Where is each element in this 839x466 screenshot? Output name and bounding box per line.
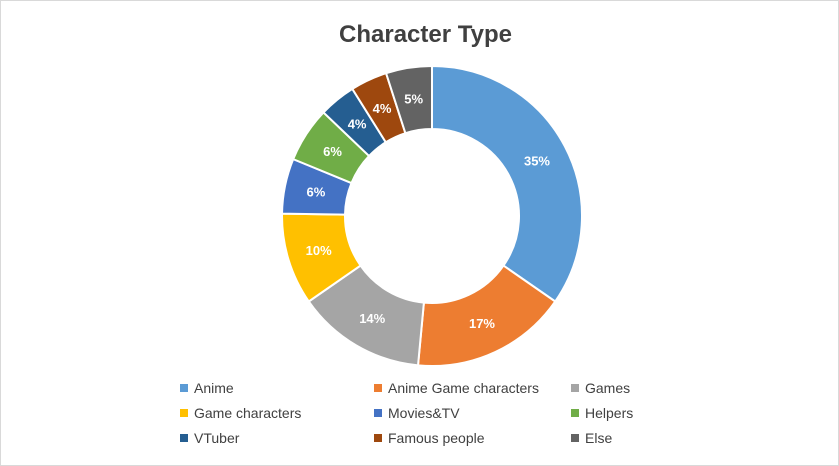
legend-swatch <box>571 409 579 417</box>
legend-item: Helpers <box>571 403 633 423</box>
legend-swatch <box>180 434 188 442</box>
legend-label: Movies&TV <box>388 405 460 421</box>
legend-item: Else <box>571 428 612 448</box>
legend-swatch <box>180 409 188 417</box>
legend-item: Game characters <box>180 403 301 423</box>
slice-label-1: 17% <box>469 316 495 331</box>
legend-swatch <box>180 384 188 392</box>
slice-8 <box>384 64 433 135</box>
legend-label: Anime Game characters <box>388 380 539 396</box>
chart-title: Character Type <box>339 21 512 48</box>
legend-label: Game characters <box>194 405 302 421</box>
slice-label-2: 14% <box>359 311 385 326</box>
legend-item: VTuber <box>180 428 239 448</box>
legend-item: Anime Game characters <box>374 378 539 398</box>
legend-item: Famous people <box>374 428 485 448</box>
legend-item: Movies&TV <box>374 403 460 423</box>
legend-label: Famous people <box>388 430 485 446</box>
legend-item: Anime <box>180 378 234 398</box>
legend-label: Else <box>585 430 613 446</box>
legend-swatch <box>374 434 382 442</box>
legend-swatch <box>374 384 382 392</box>
slice-label-8: 5% <box>404 91 423 106</box>
legend-label: VTuber <box>194 430 240 446</box>
slice-0 <box>431 64 583 303</box>
slice-label-7: 4% <box>373 101 392 116</box>
legend-swatch <box>571 384 579 392</box>
slice-label-6: 4% <box>348 117 367 132</box>
slice-label-3: 10% <box>306 243 332 258</box>
slice-label-4: 6% <box>307 185 326 200</box>
legend-label: Helpers <box>585 405 634 421</box>
legend-swatch <box>374 409 382 417</box>
slice-label-5: 6% <box>323 144 342 159</box>
legend-label: Games <box>585 380 631 396</box>
legend-item: Games <box>571 378 630 398</box>
legend-label: Anime <box>194 380 234 396</box>
slice-label-0: 35% <box>524 154 550 169</box>
legend-swatch <box>571 434 579 442</box>
